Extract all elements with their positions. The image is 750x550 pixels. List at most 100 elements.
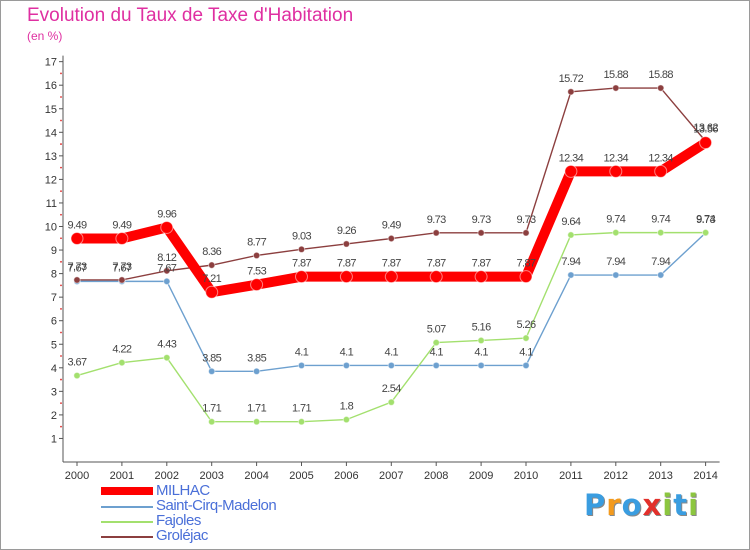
y-minor-tick: [60, 331, 62, 334]
y-minor-tick: [60, 378, 62, 381]
data-label: 9.73: [427, 214, 446, 226]
data-point: [163, 353, 171, 362]
logo-letter: i: [662, 488, 674, 522]
x-tick-label: 2006: [334, 470, 358, 481]
data-point: [252, 367, 261, 376]
data-point: [612, 84, 620, 92]
data-label: 13.56: [693, 124, 718, 136]
y-tick-label: 11: [46, 198, 57, 210]
legend-label-saint-cirq-madelon: Saint-Cirq-Madelon: [156, 497, 277, 514]
data-label: 3.67: [67, 357, 86, 369]
y-minor-tick: [60, 213, 62, 216]
y-tick-label: 15: [45, 104, 57, 116]
legend-swatch-saint-cirq-madelon: [101, 506, 153, 508]
data-point: [118, 358, 126, 367]
data-point: [342, 240, 351, 248]
data-label: 7.21: [202, 273, 221, 285]
x-tick-label: 2007: [379, 470, 403, 481]
data-point: [477, 336, 485, 345]
data-point: [160, 220, 174, 234]
data-point: [657, 228, 665, 237]
logo-letter: o: [621, 488, 643, 522]
data-point: [208, 418, 216, 426]
y-minor-tick: [60, 143, 62, 145]
data-point: [342, 361, 351, 370]
x-tick-label: 2001: [110, 470, 134, 481]
data-point: [208, 261, 216, 269]
data-label: 7.87: [382, 258, 401, 270]
data-label: 7.87: [292, 258, 311, 270]
data-point: [252, 418, 261, 426]
data-point: [701, 228, 710, 237]
x-tick-label: 2002: [155, 470, 179, 481]
data-point: [342, 415, 351, 424]
data-label: 4.1: [519, 346, 533, 358]
y-minor-tick: [60, 72, 62, 75]
y-tick-label: 17: [45, 57, 57, 69]
x-tick-label: 2010: [514, 470, 538, 481]
data-point: [429, 270, 443, 284]
data-label: 9.49: [67, 220, 86, 232]
data-label: 4.1: [340, 346, 354, 358]
data-label: 15.72: [559, 73, 584, 85]
data-label: 8.36: [202, 246, 221, 258]
y-tick-label: 14: [45, 127, 57, 139]
data-label: 7.94: [561, 256, 580, 268]
data-point: [387, 361, 395, 370]
y-tick-label: 7: [51, 292, 57, 304]
y-tick-label: 2: [51, 410, 57, 422]
data-point: [657, 271, 665, 279]
logo-letter: x: [642, 488, 663, 522]
data-point: [609, 164, 623, 178]
data-label: 9.64: [561, 216, 580, 228]
y-minor-tick: [60, 260, 62, 263]
data-label: 7.53: [247, 266, 266, 278]
legend-label-milhac: MILHAC: [156, 482, 210, 499]
data-point: [432, 338, 440, 347]
data-label: 5.16: [472, 321, 491, 333]
data-point: [522, 334, 530, 342]
data-point: [70, 232, 84, 246]
data-label: 3.85: [202, 352, 221, 364]
data-point: [564, 164, 578, 178]
data-label: 9.49: [382, 220, 401, 232]
data-label: 7.87: [337, 258, 356, 270]
data-label: 5.26: [516, 319, 535, 331]
y-minor-tick: [60, 355, 62, 357]
y-minor-tick: [60, 402, 62, 405]
data-label: 9.49: [112, 220, 131, 232]
y-tick-label: 9: [51, 245, 57, 257]
x-tick-label: 2014: [693, 470, 717, 481]
data-label: 7.73: [67, 261, 86, 273]
data-label: 4.1: [474, 346, 488, 358]
data-point: [657, 84, 665, 92]
data-label: 7.87: [427, 258, 446, 270]
data-point: [339, 270, 353, 284]
y-minor-tick: [60, 190, 62, 193]
data-label: 9.26: [337, 225, 356, 237]
logo-letter: i: [688, 488, 700, 522]
data-label: 9.74: [606, 214, 625, 226]
data-label: 1.71: [247, 403, 266, 415]
data-point: [477, 229, 485, 237]
series-saint-cirq-madelon: [73, 229, 710, 376]
data-label: 9.74: [651, 214, 670, 226]
data-label: 15.88: [648, 69, 673, 81]
data-label: 15.88: [604, 69, 629, 81]
data-labels: 9.49 9.49 9.96 7.21 7.53 7.87 7.87 7.87 7.87 7.87…: [67, 69, 718, 415]
logo-letter: P: [584, 488, 607, 522]
data-point: [250, 278, 264, 292]
data-point: [567, 271, 575, 279]
data-label: 8.12: [157, 252, 176, 264]
proxiti-logo: Proxiti: [584, 488, 699, 522]
data-label: 5.07: [427, 324, 446, 336]
data-label: 7.94: [606, 256, 625, 268]
data-label: 8.77: [247, 236, 266, 248]
data-point: [567, 231, 575, 239]
data-point: [118, 276, 126, 284]
y-minor-tick: [60, 237, 62, 240]
x-tick-label: 2013: [648, 470, 672, 481]
y-tick-label: 8: [51, 269, 57, 281]
y-tick-label: 4: [51, 363, 57, 375]
